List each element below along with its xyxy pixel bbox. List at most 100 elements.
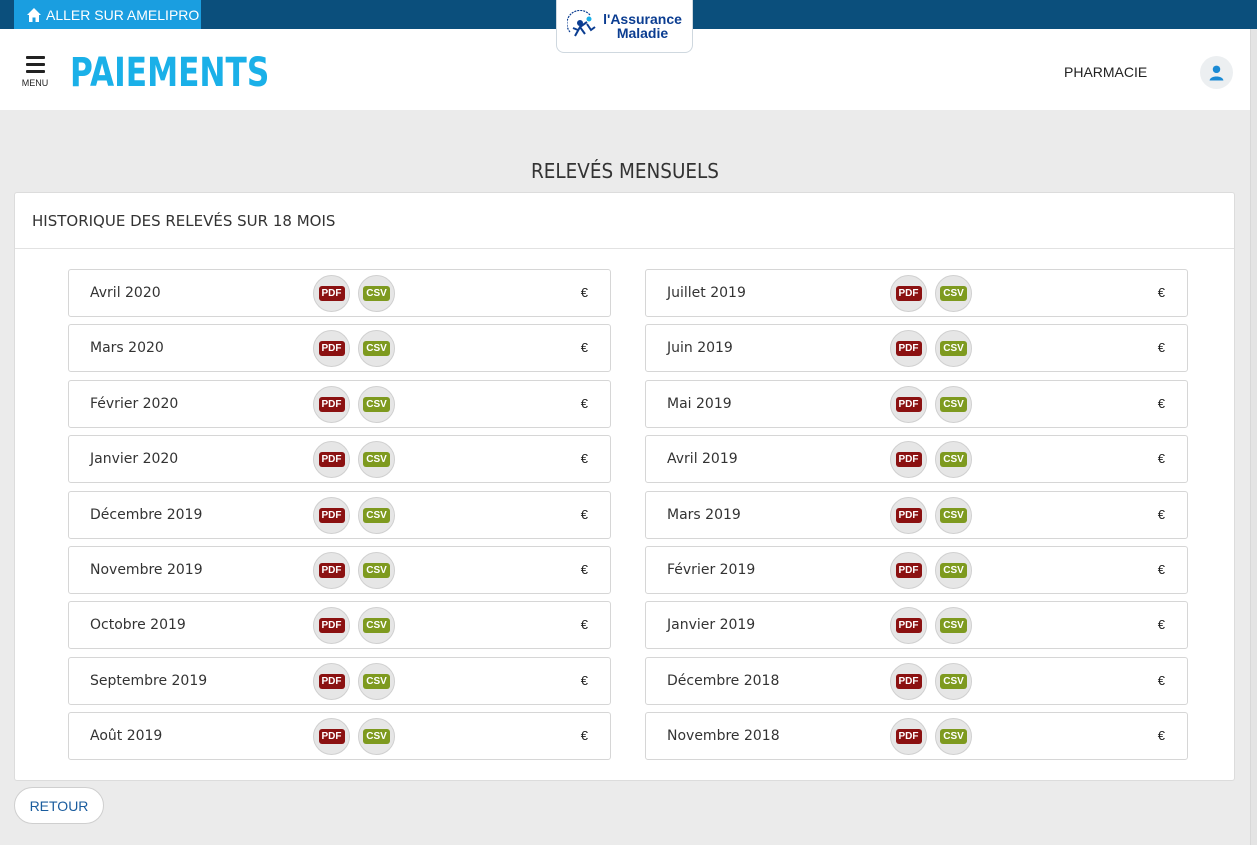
download-pdf-button[interactable]: PDF [890,496,927,534]
statement-amount: € [1157,561,1165,577]
statement-month: Mars 2020 [90,340,164,357]
download-csv-button[interactable]: CSV [935,551,972,589]
download-pdf-button[interactable]: PDF [890,385,927,423]
statement-row: Novembre 2018 PDF CSV € [645,712,1188,761]
statement-amount: € [1157,672,1165,688]
csv-icon: CSV [940,729,967,745]
statement-row: Mars 2020 PDF CSV € [68,324,611,373]
statement-month: Octobre 2019 [90,617,186,634]
download-csv-button[interactable]: CSV [358,385,395,423]
download-csv-button[interactable]: CSV [935,330,972,368]
pdf-icon: PDF [895,341,922,357]
statement-row: Janvier 2020 PDF CSV € [68,435,611,484]
download-csv-button[interactable]: CSV [935,275,972,312]
user-icon [1209,65,1224,81]
download-pdf-button[interactable]: PDF [313,607,350,645]
pdf-icon: PDF [895,452,922,468]
download-csv-button[interactable]: CSV [358,330,395,368]
download-csv-button[interactable]: CSV [935,718,972,756]
amelipro-link[interactable]: ALLER SUR AMELIPRO [14,0,201,29]
pdf-icon: PDF [895,673,922,689]
statement-amount: € [580,340,588,356]
download-csv-button[interactable]: CSV [358,662,395,700]
download-pdf-button[interactable]: PDF [313,551,350,589]
pdf-icon: PDF [895,507,922,523]
download-csv-button[interactable]: CSV [358,718,395,756]
menu-button[interactable]: MENU [20,56,50,88]
statement-amount: € [1157,728,1165,744]
csv-icon: CSV [940,286,967,301]
download-pdf-button[interactable]: PDF [313,496,350,534]
csv-icon: CSV [940,452,967,468]
scrollbar[interactable] [1250,29,1257,845]
statement-month: Août 2019 [90,728,163,745]
hamburger-icon [25,56,45,77]
csv-icon: CSV [940,673,967,689]
statement-month: Janvier 2020 [90,451,179,468]
statement-month: Avril 2019 [667,451,738,468]
statement-amount: € [580,561,588,577]
download-pdf-button[interactable]: PDF [313,662,350,700]
download-pdf-button[interactable]: PDF [313,718,350,756]
download-pdf-button[interactable]: PDF [890,330,927,368]
csv-icon: CSV [940,507,967,523]
user-account-button[interactable] [1200,56,1233,89]
csv-icon: CSV [363,562,390,578]
download-pdf-button[interactable]: PDF [890,662,927,700]
statement-month: Janvier 2019 [667,617,756,634]
statement-row: Août 2019 PDF CSV € [68,712,611,761]
download-csv-button[interactable]: CSV [935,385,972,423]
pdf-icon: PDF [895,562,922,578]
csv-icon: CSV [363,507,390,523]
app-title: PAIEMENTS [70,50,270,96]
download-csv-button[interactable]: CSV [358,551,395,589]
download-pdf-button[interactable]: PDF [313,385,350,423]
statement-amount: € [580,617,588,633]
pdf-icon: PDF [895,286,922,301]
download-pdf-button[interactable]: PDF [890,607,927,645]
csv-icon: CSV [363,618,390,634]
back-button[interactable]: RETOUR [14,787,104,824]
download-csv-button[interactable]: CSV [358,496,395,534]
download-csv-button[interactable]: CSV [358,275,395,312]
statement-month: Novembre 2019 [90,561,203,578]
csv-icon: CSV [940,341,967,357]
statement-month: Juin 2019 [667,340,733,357]
download-pdf-button[interactable]: PDF [890,551,927,589]
statements-panel: HISTORIQUE DES RELEVÉS SUR 18 MOIS Avril… [14,192,1235,781]
download-csv-button[interactable]: CSV [935,496,972,534]
download-pdf-button[interactable]: PDF [890,718,927,756]
statement-row: Décembre 2019 PDF CSV € [68,490,611,539]
pdf-icon: PDF [895,396,922,412]
statement-row: Avril 2020 PDF CSV € [68,269,611,317]
statement-month: Septembre 2019 [90,672,208,689]
statement-amount: € [1157,506,1165,522]
download-pdf-button[interactable]: PDF [890,275,927,312]
download-pdf-button[interactable]: PDF [313,441,350,479]
statement-row: Octobre 2019 PDF CSV € [68,601,611,650]
pdf-icon: PDF [318,341,345,357]
statement-row: Novembre 2019 PDF CSV € [68,545,611,594]
download-csv-button[interactable]: CSV [935,662,972,700]
download-pdf-button[interactable]: PDF [890,441,927,479]
logo-line1: l'Assurance [603,11,682,27]
download-csv-button[interactable]: CSV [358,607,395,645]
assurance-maladie-logo: l'Assurance Maladie [556,0,693,53]
csv-icon: CSV [363,286,390,301]
pdf-icon: PDF [318,396,345,412]
page-title: RELEVÉS MENSUELS [530,159,719,183]
pdf-icon: PDF [318,562,345,578]
download-csv-button[interactable]: CSV [935,441,972,479]
statement-amount: € [580,451,588,467]
statement-amount: € [1157,340,1165,356]
statement-amount: € [1157,451,1165,467]
statement-month: Avril 2020 [90,285,161,301]
logo-line2: Maladie [616,25,669,41]
pdf-icon: PDF [895,729,922,745]
csv-icon: CSV [363,452,390,468]
download-csv-button[interactable]: CSV [935,607,972,645]
download-pdf-button[interactable]: PDF [313,275,350,312]
download-pdf-button[interactable]: PDF [313,330,350,368]
download-csv-button[interactable]: CSV [358,441,395,479]
statement-row: Décembre 2018 PDF CSV € [645,656,1188,705]
